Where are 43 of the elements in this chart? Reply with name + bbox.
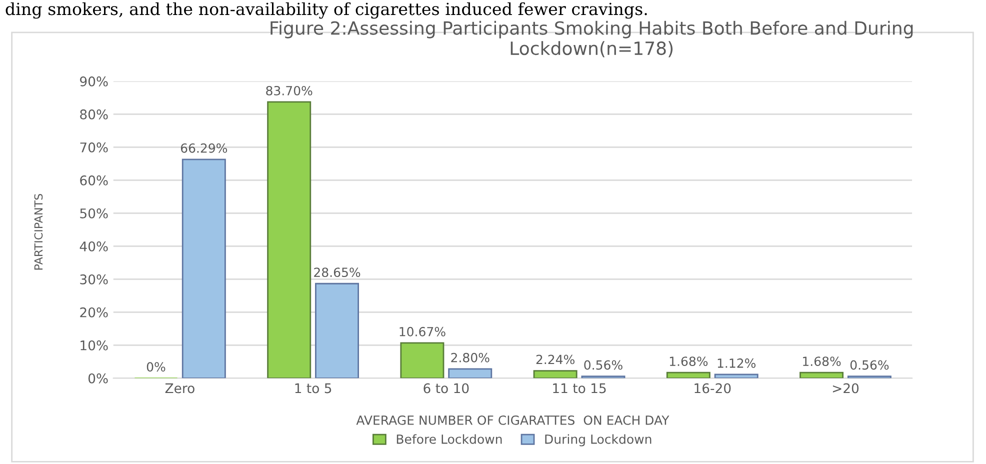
x-axis-title: AVERAGE NUMBER OF CIGARATTES ON EACH DAY	[356, 415, 670, 425]
bar	[533, 370, 578, 378]
bar	[666, 372, 710, 378]
y-tick-label: 20%	[80, 307, 108, 318]
y-tick-label: 50%	[80, 208, 108, 218]
x-tick-label: >20	[832, 383, 859, 394]
x-tick-label: 1 to 5	[295, 383, 332, 394]
text: ding smokers, and the non-availability of cigarettes induced fewer cravings.	[6, 2, 647, 19]
bar	[448, 368, 492, 378]
data-label: 83.70%	[266, 86, 312, 96]
chart-title: Figure 2:Assessing Participants Smoking Habits Both Before and During Lockdown(n=178)	[270, 20, 913, 58]
y-tick-label: 0%	[88, 373, 108, 384]
data-label: 1.12%	[718, 358, 756, 368]
data-label: 0.56%	[850, 360, 889, 370]
y-tick-label: 60%	[80, 175, 108, 186]
data-label: 0.56%	[584, 360, 622, 370]
bar	[267, 101, 312, 378]
x-tick-label: 11 to 15	[553, 383, 606, 394]
data-label: 66.29%	[180, 143, 228, 153]
data-label: 28.65%	[314, 268, 360, 278]
x-tick-label: 16-20	[694, 383, 731, 394]
legend-label: During Lockdown	[545, 434, 652, 446]
y-tick-label: 90%	[80, 76, 108, 86]
bar	[315, 282, 360, 378]
bar	[400, 342, 444, 378]
x-tick-label: 6 to 10	[424, 383, 469, 394]
legend-label: Before Lockdown	[396, 434, 502, 444]
data-label: 1.68%	[803, 356, 841, 366]
y-axis-title: PARTICIPANTS	[34, 194, 43, 270]
y-tick-label: 40%	[80, 241, 108, 252]
x-tick-label: Zero	[165, 383, 194, 394]
y-tick-label: 80%	[80, 109, 108, 120]
bar	[714, 374, 758, 378]
y-tick-label: 30%	[80, 274, 108, 284]
y-tick-label: 10%	[80, 340, 108, 350]
data-label: 1.68%	[670, 356, 708, 366]
data-label: 2.24%	[536, 354, 574, 364]
data-label: 0%	[146, 362, 166, 372]
data-label: 2.80%	[451, 352, 490, 362]
data-label: 10.67%	[400, 326, 446, 336]
bar	[182, 158, 226, 378]
y-tick-label: 70%	[80, 142, 108, 152]
bar	[800, 372, 844, 378]
